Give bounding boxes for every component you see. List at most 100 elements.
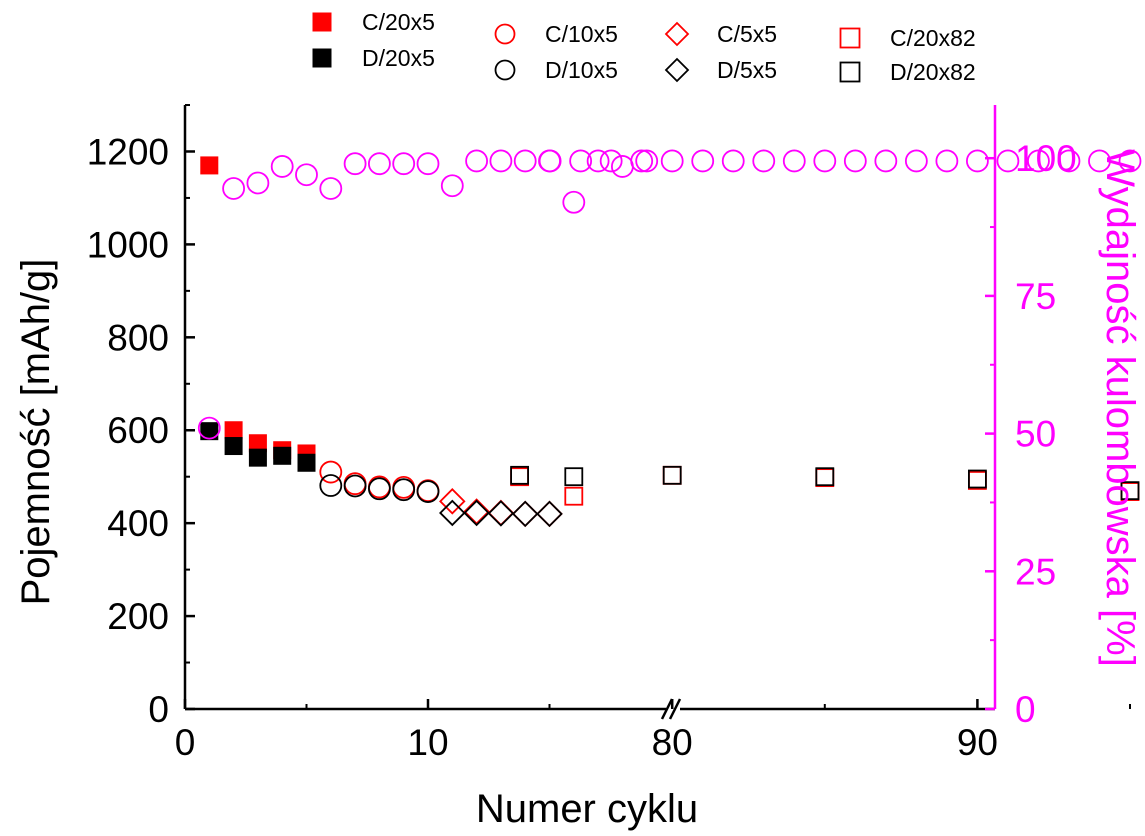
capacity-point	[248, 434, 267, 453]
capacity-point	[200, 422, 219, 441]
efficiency-point	[1057, 149, 1081, 173]
y2-tick-label: 100	[1015, 138, 1077, 179]
capacity-point	[439, 488, 466, 515]
y2-tick-label: 75	[1015, 276, 1056, 317]
efficiency-point	[630, 149, 654, 173]
efficiency-point	[416, 152, 440, 176]
efficiency-point	[660, 149, 684, 173]
capacity-point	[510, 467, 530, 487]
capacity-point	[297, 453, 316, 472]
capacity-point	[511, 500, 539, 528]
capacity-point	[200, 156, 219, 175]
axis-break-mark	[668, 698, 682, 720]
efficiency-point	[782, 149, 806, 173]
capacity-point	[815, 468, 835, 488]
capacity-point	[1120, 481, 1140, 501]
efficiency-point	[843, 149, 867, 173]
capacity-point	[224, 437, 243, 456]
efficiency-point	[295, 163, 318, 187]
y2-tick-label: 0	[1015, 689, 1036, 730]
efficiency-point	[691, 149, 715, 173]
legend-marker	[664, 21, 690, 47]
efficiency-point	[721, 149, 745, 173]
capacity-point	[224, 421, 243, 440]
efficiency-point	[813, 149, 837, 173]
efficiency-point	[996, 149, 1020, 173]
legend: C/20x5 D/20x5 C/10x5 D/10x5 C/5x5 D/5x5 C/20x8…	[312, 9, 976, 85]
efficiency-point	[270, 155, 294, 178]
efficiency-point	[1118, 149, 1142, 173]
capacity-point	[536, 500, 563, 528]
capacity-point	[564, 486, 584, 506]
capacity-point	[416, 480, 440, 503]
legend-marker	[494, 23, 516, 45]
efficiency-point	[319, 177, 343, 200]
y-tick-label: 1200	[87, 131, 169, 172]
y2-tick-label: 25	[1015, 551, 1056, 592]
legend-marker	[839, 61, 861, 83]
axes: 0108090100020040060080010001200025507510…	[87, 104, 1131, 763]
efficiency-point	[904, 149, 928, 173]
efficiency-point	[935, 149, 959, 173]
legend-marker	[494, 59, 516, 81]
capacity-point	[511, 500, 539, 528]
axis-break-mark	[660, 698, 674, 720]
efficiency-point	[513, 149, 537, 173]
efficiency-point	[538, 149, 562, 173]
capacity-point	[248, 448, 267, 467]
legend-marker	[312, 12, 332, 32]
legend-label: D/10x5	[545, 57, 618, 83]
efficiency-point	[1027, 149, 1050, 173]
capacity-point	[319, 474, 343, 497]
efficiency-point	[562, 190, 586, 214]
legend-label: D/5x5	[717, 57, 777, 83]
y-tick-label: 0	[148, 689, 169, 730]
legend-marker	[312, 48, 332, 68]
legend-label: C/5x5	[717, 21, 777, 47]
capacity-point	[968, 471, 987, 490]
plot-area	[197, 149, 1142, 528]
capacity-point	[487, 499, 515, 527]
efficiency-point	[392, 152, 416, 176]
capacity-point	[662, 465, 682, 485]
x-tick-label: 10	[407, 722, 448, 763]
efficiency-point	[569, 149, 593, 173]
efficiency-point	[599, 149, 623, 173]
efficiency-point	[752, 149, 776, 173]
capacity-point	[536, 500, 563, 528]
capacity-point	[367, 477, 391, 501]
x-axis-title: Numer cyklu	[476, 787, 698, 831]
y-tick-label: 800	[107, 317, 169, 358]
efficiency-point	[367, 152, 391, 176]
capacity-point	[564, 467, 584, 487]
y2-tick-label: 50	[1015, 414, 1056, 455]
y-tick-label: 400	[107, 503, 169, 544]
y-tick-label: 600	[107, 410, 169, 451]
legend-label: C/10x5	[545, 21, 618, 47]
efficiency-point	[222, 177, 246, 200]
efficiency-point	[197, 416, 221, 440]
legend-marker	[664, 57, 690, 83]
x-tick-label: 80	[652, 722, 693, 763]
capacity-point	[463, 498, 490, 525]
capacity-point	[343, 474, 367, 498]
x-tick-label: 90	[957, 722, 998, 763]
capacity-point	[662, 465, 682, 485]
capacity-point	[463, 499, 490, 527]
capacity-point	[367, 475, 391, 499]
legend-marker	[839, 27, 861, 49]
x-tick-label: 0	[175, 722, 196, 763]
legend-label: C/20x5	[362, 9, 435, 35]
capacity-point	[815, 467, 835, 487]
y-tick-label: 1000	[87, 224, 169, 265]
capacity-point	[968, 469, 987, 489]
y2-axis-title: Wydajność kulombowska [%]	[1098, 149, 1142, 667]
efficiency-point	[246, 171, 270, 195]
efficiency-point	[874, 149, 898, 173]
legend-label: D/20x5	[362, 45, 435, 71]
efficiency-point	[343, 152, 367, 176]
efficiency-point	[966, 149, 989, 173]
capacity-point	[273, 446, 292, 465]
efficiency-point	[440, 174, 464, 198]
